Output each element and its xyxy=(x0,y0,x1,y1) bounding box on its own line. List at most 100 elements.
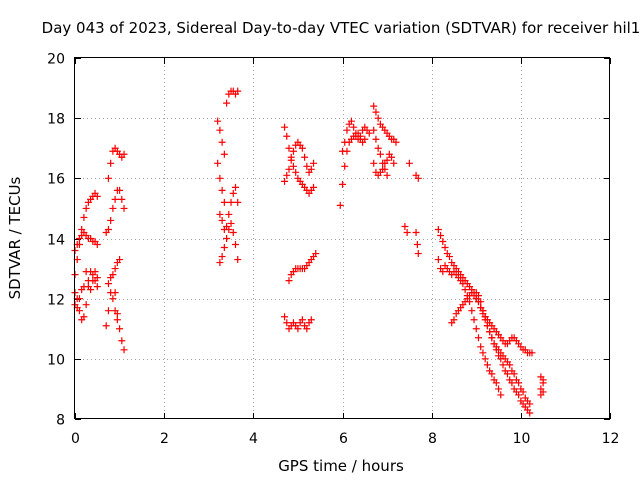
data-point xyxy=(116,186,124,194)
data-point xyxy=(104,225,112,233)
data-point xyxy=(450,316,458,324)
series-arc-12 xyxy=(216,183,242,233)
data-point xyxy=(486,328,494,336)
series-arc-22 xyxy=(370,102,400,146)
data-point xyxy=(216,210,224,218)
data-point xyxy=(298,144,306,152)
data-point xyxy=(107,274,115,282)
data-point xyxy=(80,213,88,221)
series-arc-14 xyxy=(214,117,228,158)
data-point xyxy=(468,307,476,315)
data-point xyxy=(414,250,422,258)
series-arc-28 xyxy=(448,289,534,417)
data-point xyxy=(289,162,297,170)
data-point xyxy=(87,286,95,294)
data-point xyxy=(118,195,126,203)
data-point xyxy=(339,180,346,188)
series-arc-18 xyxy=(281,313,315,333)
data-point xyxy=(372,135,380,143)
series-arc-13 xyxy=(214,159,228,206)
data-point xyxy=(434,225,442,233)
data-point xyxy=(470,316,478,324)
series-arc-20 xyxy=(336,129,369,209)
data-point xyxy=(109,295,117,303)
data-point xyxy=(365,129,373,137)
data-point xyxy=(483,361,491,369)
x-tick-label: 6 xyxy=(339,431,348,447)
data-point xyxy=(93,241,101,249)
data-point xyxy=(446,253,453,261)
data-point xyxy=(218,216,226,224)
data-point xyxy=(401,222,409,230)
data-point xyxy=(519,388,527,396)
data-point xyxy=(336,201,344,209)
series-arc-05 xyxy=(82,268,101,294)
data-point xyxy=(403,228,411,236)
data-point xyxy=(234,198,242,206)
grid xyxy=(75,58,610,419)
data-point xyxy=(220,244,228,252)
data-point xyxy=(283,319,291,327)
data-point xyxy=(528,349,536,357)
data-point xyxy=(497,391,505,399)
data-point xyxy=(374,144,382,152)
data-point xyxy=(310,159,318,167)
data-point xyxy=(223,99,231,107)
data-point xyxy=(303,162,311,170)
data-point xyxy=(405,159,413,167)
data-point xyxy=(481,355,489,363)
data-point xyxy=(492,379,500,387)
axis-tick-labels: 0 2 4 6 8 10 12 8 10 12 14 16 18 20 xyxy=(47,52,619,448)
x-tick-label: 2 xyxy=(160,431,169,447)
data-point xyxy=(370,102,378,110)
data-point xyxy=(75,241,83,249)
data-point xyxy=(506,361,514,369)
data-point xyxy=(102,322,110,330)
data-point xyxy=(283,171,291,179)
data-point xyxy=(116,256,124,264)
data-point xyxy=(227,198,235,206)
data-point xyxy=(341,138,349,146)
x-axis-label: GPS time / hours xyxy=(278,457,404,475)
data-point xyxy=(412,228,420,236)
chart-title: Day 043 of 2023, Sidereal Day-to-day VTE… xyxy=(42,19,640,37)
data-point xyxy=(303,325,311,333)
data-point xyxy=(343,126,351,134)
data-point xyxy=(515,379,523,387)
data-point xyxy=(120,346,128,354)
data-point xyxy=(483,322,491,330)
data-point xyxy=(232,183,239,191)
data-point xyxy=(392,138,400,146)
data-points xyxy=(71,87,547,417)
data-point xyxy=(93,283,101,291)
data-point xyxy=(310,183,318,191)
data-point xyxy=(356,132,364,140)
data-point xyxy=(104,307,112,315)
data-point xyxy=(234,87,242,95)
data-point xyxy=(107,216,115,224)
data-point xyxy=(218,186,226,194)
y-tick-label: 12 xyxy=(47,293,65,309)
data-point xyxy=(307,316,315,324)
data-point xyxy=(488,334,496,342)
data-point xyxy=(461,286,469,294)
y-axis-label: SDTVAR / TECUs xyxy=(6,176,24,299)
data-point xyxy=(218,253,226,261)
data-point xyxy=(292,168,300,176)
data-point xyxy=(379,159,387,167)
data-point xyxy=(229,189,237,197)
data-point xyxy=(109,204,117,212)
series-arc-08 xyxy=(104,144,128,182)
series-arc-10 xyxy=(104,274,121,324)
data-point xyxy=(82,204,90,212)
data-point xyxy=(225,210,233,218)
y-tick-label: 8 xyxy=(56,413,65,429)
data-point xyxy=(283,132,291,140)
data-point xyxy=(216,174,224,182)
data-point xyxy=(414,174,422,182)
data-point xyxy=(474,334,482,342)
series-arc-23 xyxy=(370,150,398,179)
data-point xyxy=(298,316,306,324)
data-point xyxy=(472,325,480,333)
data-point xyxy=(537,391,545,399)
